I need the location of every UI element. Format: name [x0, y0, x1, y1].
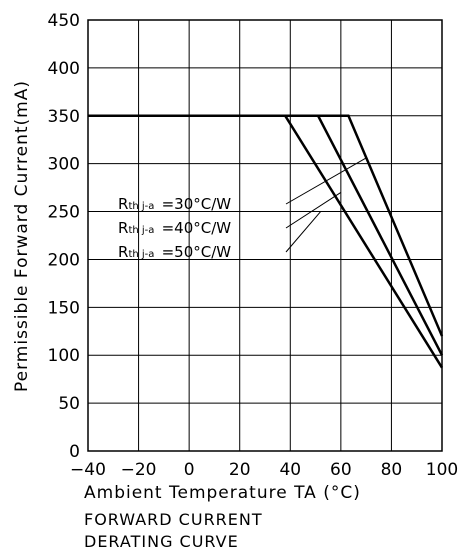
y-tick-label: 400	[48, 59, 80, 79]
x-tick-label: 100	[426, 460, 458, 480]
y-tick-label: 100	[48, 346, 80, 366]
annotation-leader	[285, 191, 342, 229]
annotation-label: Rth j-a =30°C/W	[118, 195, 231, 213]
x-tick-label: 40	[279, 460, 301, 480]
x-tick-label: 20	[229, 460, 251, 480]
x-tick-label: −40	[70, 460, 106, 480]
y-tick-label: 300	[48, 155, 80, 175]
y-tick-label: 200	[48, 250, 80, 270]
annotation-label: Rth j-a =50°C/W	[118, 243, 231, 261]
annotation-label: Rth j-a =40°C/W	[118, 219, 231, 237]
y-tick-label: 350	[48, 107, 80, 127]
x-tick-labels: −40 −20 0 20 40 60 80 100	[70, 460, 458, 480]
caption-line-2: DERATING CURVE	[84, 532, 239, 551]
y-tick-label: 450	[48, 11, 80, 31]
series-line-2	[88, 114, 444, 369]
y-tick-label: 250	[48, 203, 80, 223]
x-tick-label: 60	[330, 460, 352, 480]
annotation-leader	[285, 157, 367, 205]
y-axis-label: Permissible Forward Current(mA)	[12, 80, 32, 392]
annotations: Rth j-a =30°C/W Rth j-a =40°C/W Rth j-a =5…	[118, 157, 367, 261]
y-tick-labels: 0 50 100 150 200 250 300 350 400 450	[48, 11, 80, 462]
y-tick-label: 150	[48, 298, 80, 318]
x-tick-label: 80	[381, 460, 403, 480]
y-tick-label: 0	[69, 442, 80, 462]
x-tick-label: −20	[121, 460, 157, 480]
caption-line-1: FORWARD CURRENT	[84, 510, 263, 529]
x-axis-label: Ambient Temperature TA (°C)	[84, 483, 361, 503]
plot-frame	[87, 19, 443, 452]
y-tick-label: 50	[58, 394, 80, 414]
series-group	[88, 114, 444, 369]
x-tick-label: 0	[184, 460, 195, 480]
annotation-leader	[285, 211, 322, 253]
